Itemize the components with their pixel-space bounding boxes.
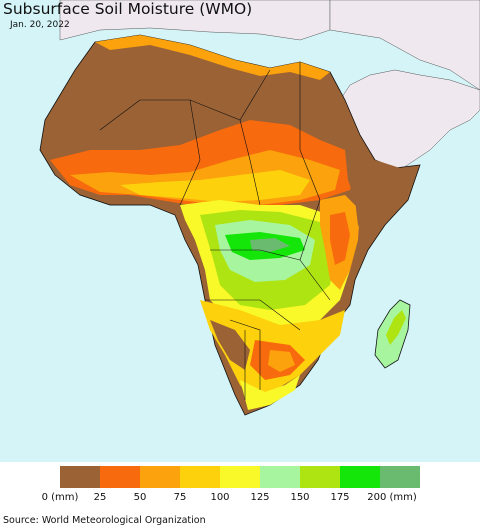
country-borders [79,62,331,400]
legend-tick: 200 (mm) [367,492,417,503]
europe-landmass [59,0,331,41]
legend-tick: 75 [173,492,187,503]
legend-tick: 175 [330,492,350,503]
legend-swatch [260,466,300,488]
legend-tick: 25 [93,492,107,503]
moisture-zone-horn [345,150,415,240]
map-date: Jan. 20, 2022 [10,20,70,30]
legend-tick: 50 [133,492,147,503]
legend-swatch [300,466,340,488]
legend-swatch [380,466,420,488]
legend-tick: 100 [210,492,230,503]
source-credit: Source: World Meteorological Organizatio… [3,515,206,526]
map-title: Subsurface Soil Moisture (WMO) [3,0,253,18]
legend-swatch [340,466,380,488]
legend-swatch [180,466,220,488]
legend-colorbar [60,466,420,488]
legend-swatch [60,466,100,488]
legend-tick: 150 [290,492,310,503]
legend-tick: 0 (mm) [41,492,79,503]
soil-moisture-map [0,0,480,462]
legend-swatch [140,466,180,488]
legend-swatch [100,466,140,488]
legend-tick: 125 [250,492,270,503]
legend-swatch [220,466,260,488]
